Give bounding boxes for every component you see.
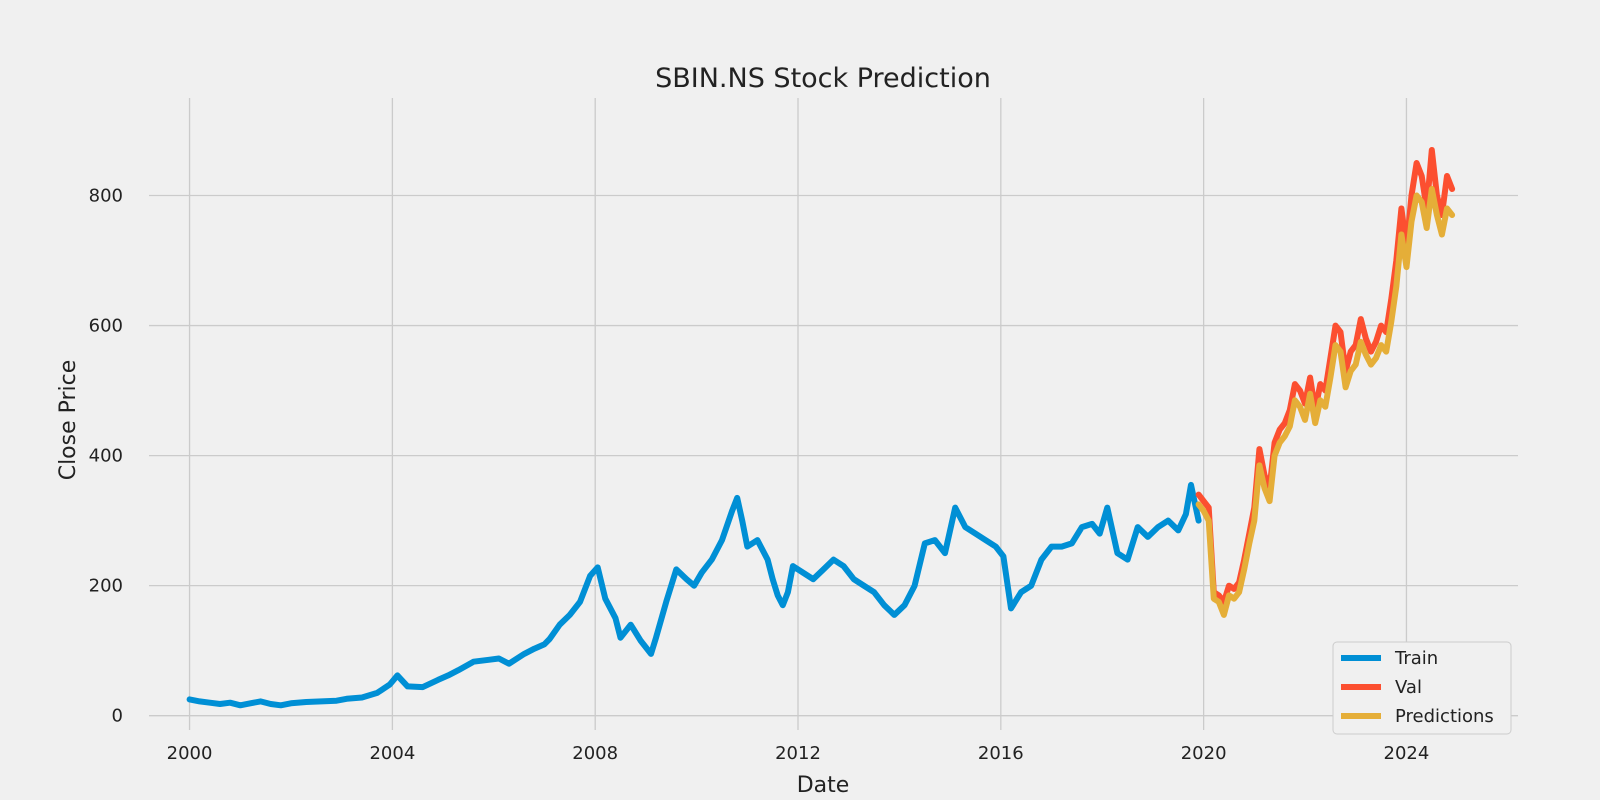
series-lines bbox=[186, 147, 1456, 709]
x-tick-label: 2024 bbox=[1384, 743, 1430, 764]
y-axis-ticks: 0 200 400 600 800 bbox=[89, 186, 123, 727]
x-tick-label: 2020 bbox=[1181, 743, 1227, 764]
x-tick-label: 2004 bbox=[369, 743, 415, 764]
legend-label: Train bbox=[1394, 648, 1438, 669]
x-tick-label: 2012 bbox=[775, 743, 821, 764]
chart-title: SBIN.NS Stock Prediction bbox=[655, 63, 991, 94]
x-axis-ticks: 2000 2004 2008 2012 2016 2020 2024 bbox=[167, 743, 1430, 764]
x-tick-label: 2008 bbox=[572, 743, 618, 764]
y-tick-label: 400 bbox=[89, 446, 123, 467]
series-line-train bbox=[186, 481, 1202, 709]
y-tick-label: 600 bbox=[89, 316, 123, 337]
x-tick-label: 2016 bbox=[978, 743, 1024, 764]
grid-lines bbox=[149, 98, 1518, 730]
x-tick-label: 2000 bbox=[167, 743, 213, 764]
y-tick-label: 0 bbox=[112, 706, 123, 727]
x-axis-label: Date bbox=[797, 773, 850, 798]
series-line-predictions bbox=[1195, 186, 1456, 618]
legend-label: Predictions bbox=[1395, 706, 1494, 727]
legend: Train Val Predictions bbox=[1332, 641, 1512, 735]
legend-box bbox=[1332, 641, 1512, 735]
legend-label: Val bbox=[1395, 677, 1422, 698]
y-tick-label: 200 bbox=[89, 576, 123, 597]
y-axis-label: Close Price bbox=[56, 360, 81, 481]
y-tick-label: 800 bbox=[89, 186, 123, 207]
